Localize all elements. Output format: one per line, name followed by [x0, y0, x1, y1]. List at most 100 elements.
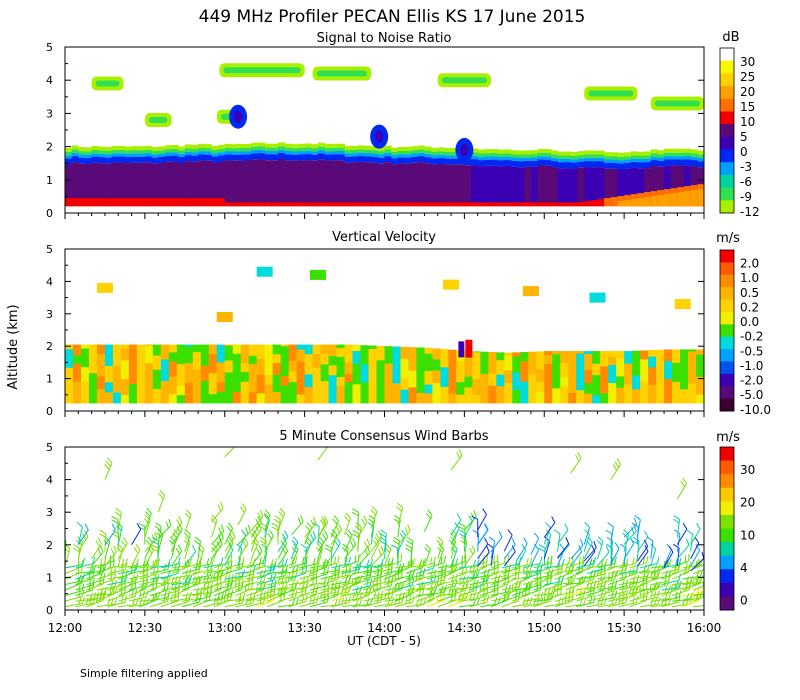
wind-barb-staff	[650, 548, 657, 567]
wind-barb-flag	[664, 574, 668, 582]
velocity-cell	[96, 375, 106, 390]
wind-barb-flag	[89, 592, 93, 600]
velocity-cell	[192, 387, 202, 404]
snr-cell	[364, 145, 372, 150]
wind-barb-staff	[597, 562, 616, 569]
snr-cell	[211, 149, 219, 154]
snr-cell	[104, 157, 113, 164]
wind-barb-staff	[213, 580, 232, 586]
snr-cell	[657, 154, 665, 158]
snr-cell	[218, 155, 226, 162]
velocity-cell	[472, 351, 481, 362]
wind-barb-flag	[458, 592, 462, 600]
wind-barb-staff	[256, 595, 275, 602]
wind-barb-flag	[176, 519, 181, 526]
wind-barb-flag	[142, 559, 146, 567]
snr-cell	[244, 160, 252, 205]
wind-barb-staff	[184, 534, 191, 552]
wind-barb-staff	[267, 571, 286, 574]
snr-cell	[164, 198, 172, 207]
snr-cell	[377, 147, 385, 152]
snr-cell	[171, 148, 179, 153]
velocity-cell	[400, 389, 409, 404]
wind-barb-flag	[416, 598, 420, 606]
wind-barb-flag	[597, 598, 601, 606]
snr-cell	[517, 202, 525, 207]
wind-barb-staff	[171, 529, 183, 545]
velocity-cell	[416, 382, 425, 393]
snr-cell	[71, 156, 79, 163]
colorbar-swatch	[720, 299, 734, 313]
wind-barb-staff	[267, 564, 286, 569]
snr-cell	[271, 154, 279, 161]
wind-barb-staff	[277, 596, 296, 602]
snr-cell	[477, 149, 485, 154]
wind-barb-staff	[437, 580, 456, 586]
wind-barb-staff	[512, 593, 530, 602]
colorbar-swatch	[720, 48, 734, 62]
wind-barb-staff	[586, 596, 605, 602]
wind-barb-staff	[309, 601, 328, 608]
wind-barb-flag	[455, 587, 459, 594]
wind-barb-staff	[370, 511, 378, 529]
wind-barb-staff	[610, 526, 614, 545]
snr-cell	[184, 161, 192, 205]
wind-barb-staff	[623, 543, 635, 560]
wind-barb-flag	[489, 536, 496, 542]
wind-barb-staff	[267, 599, 285, 608]
velocity-cell	[200, 380, 210, 404]
colorbar-label: 0	[740, 593, 748, 607]
velocity-cell	[248, 363, 258, 374]
velocity-cell	[568, 351, 577, 352]
snr-cell	[211, 198, 219, 207]
wind-barb-flag	[369, 597, 374, 605]
colorbar-label: 25	[740, 70, 755, 84]
snr-cell	[411, 146, 419, 151]
velocity-cell	[560, 362, 569, 377]
wind-barb-flag	[673, 518, 680, 524]
wind-barb-staff	[405, 567, 423, 574]
colorbar-swatch	[720, 250, 734, 263]
velocity-cell	[376, 359, 385, 376]
wind-barb-flag	[378, 548, 382, 556]
wind-barb-staff	[490, 574, 509, 580]
snr-cell	[297, 202, 306, 207]
wind-barb-flag	[271, 522, 279, 527]
wind-barb-staff	[586, 565, 605, 569]
wind-barb-staff	[437, 571, 455, 580]
snr-cell	[444, 158, 452, 165]
velocity-cell	[624, 383, 633, 404]
snr-cell	[397, 157, 405, 164]
wind-barb-flag	[123, 537, 128, 544]
snr-cell	[151, 157, 159, 164]
wind-barb-staff	[299, 568, 317, 574]
wind-barb-flag	[97, 548, 102, 556]
wind-barb-staff	[65, 582, 82, 591]
wind-barb-flag	[443, 555, 447, 563]
wind-barb-staff	[384, 569, 403, 574]
snr-cell	[437, 202, 445, 207]
velocity-cell	[664, 360, 673, 379]
snr-cell	[524, 154, 532, 158]
velocity-cell	[344, 362, 354, 374]
snr-cell	[624, 152, 632, 157]
snr-cell	[171, 155, 179, 162]
wind-barb-staff	[157, 526, 162, 545]
wind-barb-flag	[178, 516, 183, 523]
snr-cell	[198, 143, 206, 148]
snr-cell	[211, 145, 219, 150]
snr-cell	[324, 147, 332, 152]
snr-cell	[537, 156, 545, 160]
snr-cell	[238, 160, 246, 205]
wind-barb-staff	[384, 560, 402, 569]
wind-barb-staff	[405, 587, 424, 591]
snr-cell	[584, 154, 592, 158]
wind-x-tick-label: 15:30	[607, 621, 642, 635]
wind-barb-staff	[171, 598, 190, 602]
velocity-cell	[424, 370, 433, 385]
wind-barb-staff	[397, 530, 411, 545]
wind-barb-staff	[583, 527, 591, 545]
wind-barb-staff	[423, 515, 433, 532]
wind-barb-flag	[163, 577, 165, 585]
velocity-cell	[360, 345, 370, 365]
